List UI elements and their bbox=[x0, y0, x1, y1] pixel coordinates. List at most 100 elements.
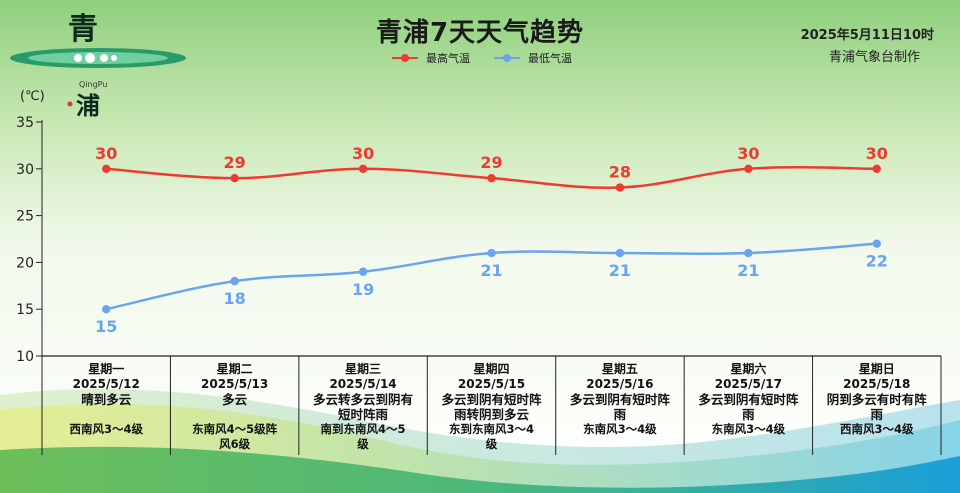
data-label-low: 21 bbox=[609, 261, 631, 280]
day-wind-line: 东到东南风3～4 bbox=[448, 422, 534, 436]
day-date: 2025/5/14 bbox=[329, 377, 397, 391]
day-weather-line: 雨 bbox=[613, 407, 627, 422]
chart-axes: 10 15 20 25 30 35 bbox=[16, 115, 43, 365]
chart-legend: 最高气温 最低气温 bbox=[392, 50, 572, 66]
day-weather-line: 多云 bbox=[222, 392, 248, 407]
data-point-low bbox=[102, 305, 111, 314]
day-weather: 多云 bbox=[172, 392, 296, 407]
chart-data-labels: 30 29 30 29 28 30 30 15 18 19 21 21 21 22 bbox=[95, 144, 888, 336]
day-weather-line: 多云到阴有短时阵 bbox=[569, 392, 670, 407]
day-wind-line: 东南风3～4级 bbox=[711, 422, 786, 436]
day-wind: 西南风3～4级 bbox=[815, 422, 939, 437]
y-tick-label: 30 bbox=[16, 162, 34, 178]
day-date: 2025/5/17 bbox=[714, 377, 782, 391]
day-wind-line: 风6级 bbox=[219, 437, 251, 451]
data-point-low bbox=[487, 248, 496, 258]
day-wind: 东南风4～5级阵 风6级 bbox=[172, 422, 296, 452]
day-cell: 星期五 2025/5/16 多云到阴有短时阵雨东南风3～4级 bbox=[558, 356, 682, 462]
day-weather-line: 多云到阴有短时阵 bbox=[441, 392, 542, 407]
day-weekday: 星期五 bbox=[601, 362, 638, 376]
day-cell: 星期一 2025/5/12 晴到多云西南风3～4级 bbox=[44, 356, 168, 462]
legend-item-high: 最高气温 bbox=[392, 50, 470, 66]
day-weather-line: 雨 bbox=[742, 407, 755, 422]
data-label-high: 30 bbox=[866, 144, 888, 163]
day-date: 2025/5/12 bbox=[72, 377, 140, 391]
day-wind: 东南风3～4级 bbox=[558, 422, 682, 437]
day-weather: 多云到阴有短时阵 雨转阴到多云 bbox=[429, 392, 553, 422]
y-tick-label: 25 bbox=[16, 209, 34, 225]
data-label-low: 21 bbox=[737, 261, 759, 280]
day-weekday: 星期一 bbox=[88, 362, 125, 376]
data-label-high: 29 bbox=[224, 153, 246, 172]
data-point-low bbox=[358, 267, 368, 276]
chart-title: 青浦7天天气趋势 bbox=[375, 18, 585, 48]
data-label-low: 22 bbox=[866, 252, 888, 271]
data-point-low bbox=[230, 276, 239, 286]
data-label-low: 21 bbox=[480, 261, 502, 280]
day-cell: 星期四 2025/5/15 多云到阴有短时阵 雨转阴到多云 东到东南风3～4 级 bbox=[429, 356, 553, 462]
day-weather: 阴到多云有时有阵雨 bbox=[815, 392, 939, 422]
data-label-low: 19 bbox=[352, 280, 374, 299]
day-wind-line: 西南风3～4级 bbox=[69, 422, 143, 436]
legend-high-label: 最高气温 bbox=[426, 52, 470, 65]
day-weekday: 星期六 bbox=[730, 362, 767, 376]
day-weather-line: 阴到多云有时有阵 bbox=[826, 392, 927, 407]
day-wind-line: 级 bbox=[357, 437, 369, 451]
day-wind: 西南风3～4级 bbox=[44, 422, 168, 437]
day-cell: 星期二 2025/5/13 多云 东南风4～5级阵 风6级 bbox=[172, 356, 296, 462]
day-wind-line: 东南风3～4级 bbox=[583, 422, 657, 436]
y-tick-label: 15 bbox=[16, 302, 34, 318]
data-label-low: 18 bbox=[224, 289, 246, 308]
day-wind-line: 东南风4～5级阵 bbox=[192, 422, 278, 436]
legend-item-low: 最低气温 bbox=[494, 50, 572, 66]
day-date: 2025/5/18 bbox=[843, 377, 911, 391]
data-point-high bbox=[358, 164, 368, 173]
chart-points bbox=[102, 164, 881, 314]
day-wind: 东南风3～4级 bbox=[686, 422, 810, 437]
legend-high-marker-icon bbox=[392, 54, 418, 62]
issue-time: 2025年5月11日10时 bbox=[800, 28, 934, 43]
day-weather-line: 短时阵雨 bbox=[338, 407, 389, 422]
data-point-low bbox=[744, 248, 753, 258]
day-weather-line: 多云到阴有短时阵 bbox=[698, 392, 799, 407]
data-label-high: 28 bbox=[609, 163, 631, 182]
data-point-low bbox=[872, 239, 881, 248]
logo-top-char: 青 bbox=[68, 12, 98, 47]
data-label-low: 15 bbox=[95, 317, 117, 336]
legend-low-marker-icon bbox=[494, 54, 520, 62]
data-label-high: 30 bbox=[95, 144, 117, 163]
day-wind-line: 南到东南风4～5 bbox=[320, 422, 406, 436]
data-label-high: 30 bbox=[737, 144, 759, 163]
day-date: 2025/5/13 bbox=[201, 377, 269, 391]
forecast-table bbox=[41, 355, 942, 455]
day-weather-line: 雨 bbox=[870, 407, 884, 422]
day-weather: 多云到阴有短时阵雨 bbox=[686, 392, 810, 422]
logo-bottom-char: 浦 bbox=[76, 91, 100, 120]
y-tick-label: 35 bbox=[16, 115, 34, 131]
day-weather: 多云转多云到阴有 短时阵雨 bbox=[301, 392, 425, 422]
y-tick-label: 20 bbox=[16, 255, 34, 271]
data-point-high bbox=[487, 173, 496, 183]
legend-low-label: 最低气温 bbox=[528, 52, 572, 65]
data-point-high bbox=[102, 164, 111, 173]
day-weekday: 星期日 bbox=[858, 362, 895, 376]
day-weekday: 星期三 bbox=[345, 362, 382, 376]
day-wind: 南到东南风4～5 级 bbox=[301, 422, 425, 452]
logo-emblem-icon bbox=[10, 48, 186, 107]
day-weather-line: 雨转阴到多云 bbox=[453, 407, 529, 422]
day-date: 2025/5/16 bbox=[586, 377, 654, 391]
y-tick-label: 10 bbox=[16, 349, 34, 365]
data-label-high: 29 bbox=[480, 153, 502, 172]
day-weather-line: 晴到多云 bbox=[81, 392, 132, 407]
data-point-high bbox=[230, 173, 239, 183]
data-point-low bbox=[615, 248, 625, 258]
data-label-high: 30 bbox=[352, 144, 374, 163]
logo-pinyin: QingPu bbox=[79, 80, 108, 89]
day-cell: 星期六 2025/5/17 多云到阴有短时阵雨东南风3～4级 bbox=[686, 356, 810, 462]
background-wave-green bbox=[0, 446, 960, 493]
day-weather: 晴到多云 bbox=[44, 392, 168, 407]
qingpu-logo: 青 QingPu 浦 bbox=[6, 6, 186, 120]
day-weather-line: 多云转多云到阴有 bbox=[313, 392, 414, 407]
day-weekday: 星期四 bbox=[473, 362, 510, 376]
